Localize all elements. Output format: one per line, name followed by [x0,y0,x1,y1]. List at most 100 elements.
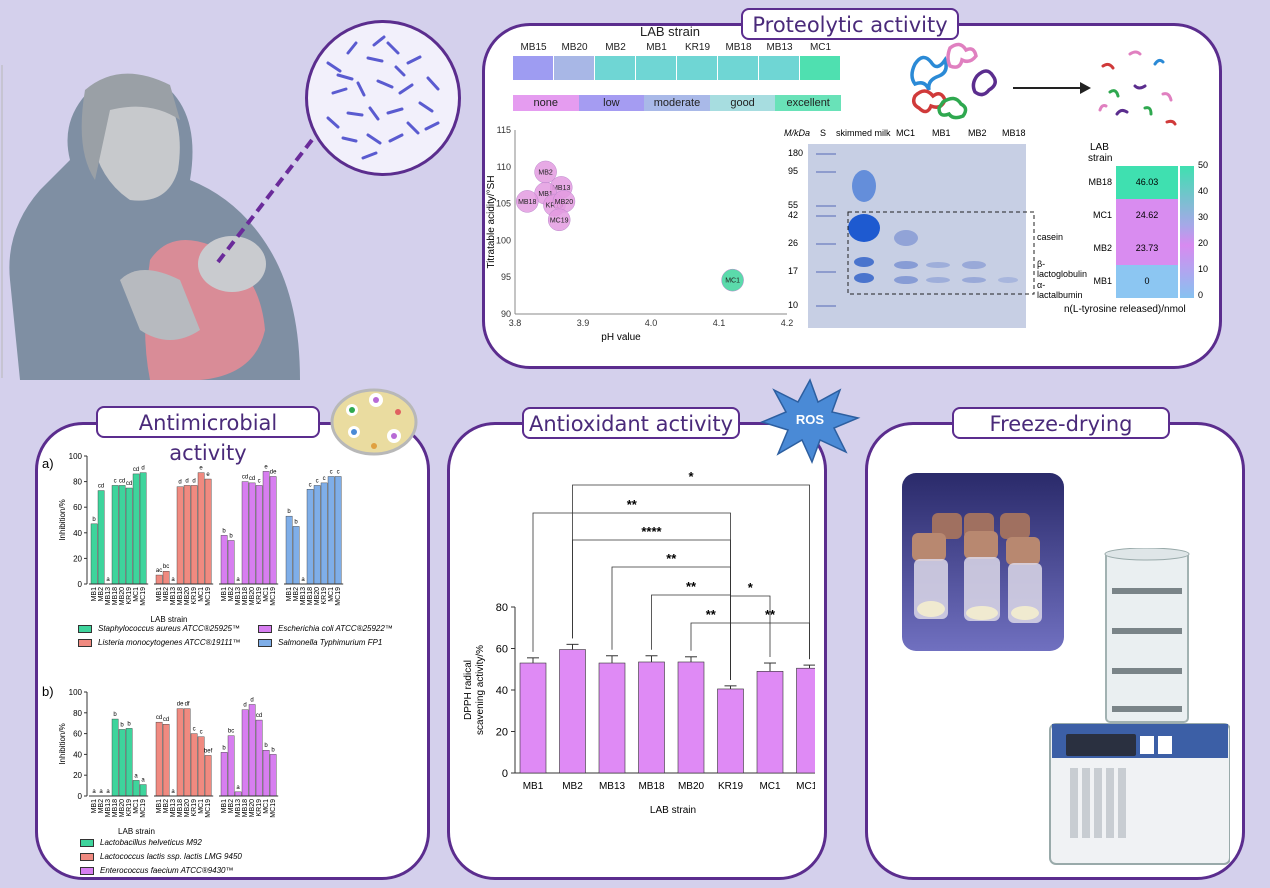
antimicro-bar [190,485,198,585]
antimicro-bar [248,482,256,585]
antimicro-ytick: 100 [69,452,83,461]
antimicro-ytick: 40 [73,750,82,759]
antimicro-category: MB1 [221,799,228,814]
legend-item: Lactococcus lactis ssp. lactis LMG 9450 [80,852,242,861]
antimicro-sig-label: bc [228,729,234,735]
antimicro-sig-label: c [323,476,326,482]
antimicro-sig-label: c [337,469,340,475]
antiox-category: MC1 [759,781,781,792]
antimicro-bar [306,489,314,585]
antimicro-sig-label: cd [119,478,125,484]
antiox-ytick: 40 [496,685,508,697]
scatter-ytick: 90 [501,309,511,319]
antimicro-category: MB13 [170,799,177,817]
antiox-category: MB2 [562,781,583,792]
level-moderate: moderate [644,95,710,111]
antimicro-category: MB2 [98,799,105,814]
colorbar-tick: 50 [1198,160,1209,170]
antimicro-xlabel: LAB strain [151,615,188,624]
freeze-dryer-illustration [1040,547,1231,866]
strain-label-mb20: MB20 [561,42,588,53]
gel-header-mb2: MB2 [968,128,987,138]
legend-item: Listeria monocytogenes ATCC®19111™ [78,638,241,647]
antimicro-category: MB18 [177,587,184,605]
antimicro-sig-label: e [264,464,268,470]
colorbar-tick: 40 [1198,186,1209,196]
antimicro-sig-label: a [171,789,175,795]
antimicro-category: MB20 [249,799,256,817]
gel-markers: 180 95 55 42 26 17 10 [788,128,808,328]
antimicro-bar [125,487,133,585]
antimicro-sig-label: c [258,478,261,484]
antiox-bar [717,688,744,774]
antimicro-sig-label: d [243,703,246,709]
antiox-category: MB20 [678,781,705,792]
antimicro-category: MC19 [270,799,277,818]
antimicro-ytick: 100 [69,688,83,697]
scatter-xtick: 4.0 [645,318,658,328]
heatmap-cell-mb1: 0 [1116,265,1178,298]
mother-illustration [0,30,340,380]
gel-header-skim: skimmed milk [836,128,891,138]
antimicro-sig-label: cd [133,467,139,473]
antimicro-bar [125,728,133,797]
legend-swatch [80,838,94,847]
antimicro-ytick: 60 [73,730,82,739]
antimicro-category: MB2 [163,799,170,814]
antimicro-category: MC19 [270,587,277,606]
antimicro-category: MB13 [235,799,242,817]
antiox-bar [559,649,586,774]
antimicro-sig-label: cd [98,484,104,490]
antimicro-sig-label: df [185,702,190,708]
legend-label: Salmonella Typhimurium FP1 [278,638,383,647]
antimicro-ytick: 80 [73,709,82,718]
antimicrobial-title: Antimicrobial activity [96,406,320,465]
antimicro-sig-label: a [141,778,145,784]
legend-b: Lactobacillus helveticus M92 Lactococcus … [80,838,380,878]
antimicro-bar [269,476,277,585]
antimicro-bar [111,718,119,797]
proteolytic-title: Proteolytic activity [741,8,959,40]
antimicro-bar [197,472,205,585]
strain-swatch-mb2 [595,56,636,80]
antimicro-bar [334,476,342,585]
legend-a: Staphylococcus aureus ATCC®25925™ Escheri… [78,624,428,664]
antimicro-ytick: 60 [73,503,82,512]
antimicro-category: MB18 [112,587,119,605]
antiox-category: KR19 [718,781,743,792]
antimicro-category: MB18 [242,799,249,817]
level-excellent: excellent [775,95,841,111]
antimicro-ylabel: Inhibition/% [58,499,67,540]
antimicro-bar [227,540,235,585]
antimicro-sig-label: de [270,469,277,475]
antiox-bar [519,662,547,774]
antimicro-bar [220,752,228,797]
antioxidant-title: Antioxidant activity [522,407,740,439]
scatter-point-label: MC1 [725,278,740,285]
gel-marker-label: 26 [788,238,799,248]
gel-marker-label: 10 [788,300,799,310]
antimicro-bar [132,780,140,797]
antimicro-bar [139,784,147,797]
legend-item: Salmonella Typhimurium FP1 [258,638,382,647]
scatter-ylabel: Titratable acidity/°SH [486,175,497,268]
antimicro-bar [155,574,163,585]
antimicro-sig-label: c [193,727,196,733]
legend-item: Staphylococcus aureus ATCC®25925™ [78,624,240,633]
antimicro-category: MC1 [133,799,140,814]
antimicro-bar [262,750,270,797]
legend-swatch [80,866,94,875]
level-low: low [578,95,645,111]
antimicro-bar [97,490,105,585]
antimicro-category: MB2 [98,587,105,602]
antimicro-sig-label: d [192,478,195,484]
gel-band-casein: casein [1037,232,1064,242]
antiox-category: MB1 [523,781,544,792]
legend-swatch [78,624,92,633]
antimicro-sig-label: c [114,478,117,484]
antimicro-sig-label: b [127,721,131,727]
antimicro-category: MB2 [228,587,235,602]
ros-label: ROS [795,412,825,427]
antimicro-category: KR19 [191,587,198,605]
antiox-sig-label: ** [686,579,697,594]
